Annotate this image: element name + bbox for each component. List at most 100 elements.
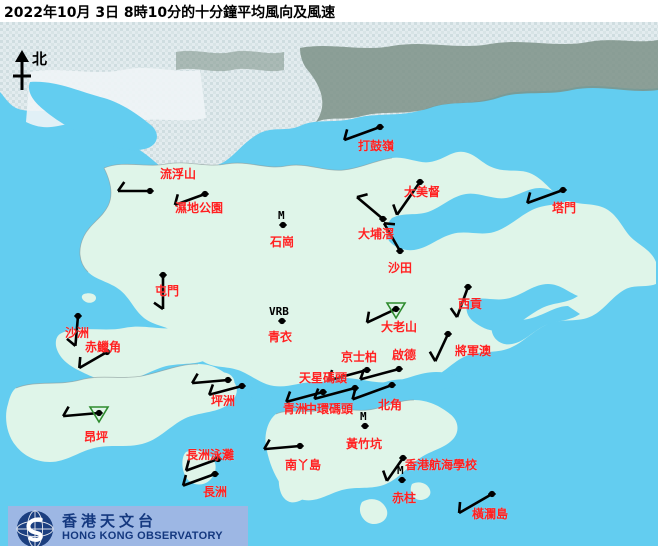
po-toi-islands xyxy=(410,482,431,500)
wind-barb-shaft xyxy=(455,286,470,318)
station-name-label[interactable]: 大老山 xyxy=(381,320,418,334)
wind-barb-flag xyxy=(359,368,366,380)
station-group xyxy=(77,348,111,370)
station-name-label[interactable]: 青衣 xyxy=(268,330,293,344)
station-name-label[interactable]: 流浮山 xyxy=(160,167,197,181)
station-group xyxy=(184,455,222,472)
tsing-yi-island xyxy=(256,320,302,343)
station-group xyxy=(392,178,424,216)
wind-barb-flag xyxy=(428,351,437,362)
wind-barb-flag xyxy=(153,301,164,311)
wind-barb-flag xyxy=(66,337,77,347)
station-name-label[interactable]: 青洲 xyxy=(283,402,308,416)
wind-barb-shaft xyxy=(385,457,405,482)
mainland-vegetation-dark xyxy=(300,40,658,122)
title-bar: 2022年10月 3日 8時10分的十分鐘平均風向及風速 xyxy=(0,0,658,22)
tolo-harbour-water xyxy=(386,188,570,251)
station-name-label[interactable]: 昂坪 xyxy=(84,430,109,444)
station-name-label[interactable]: 橫瀾島 xyxy=(472,507,509,521)
wind-barb-shaft xyxy=(192,378,229,385)
station-name-label[interactable]: 大美督 xyxy=(404,185,441,199)
station-name-label[interactable]: 長洲泳灘 xyxy=(186,448,235,462)
wind-barb-shaft xyxy=(185,457,219,472)
station-name-label[interactable]: 南丫島 xyxy=(285,458,322,472)
station-group xyxy=(116,181,154,195)
station-group xyxy=(365,302,407,324)
logo-chinese-name: 香港天文台 xyxy=(62,512,158,530)
port-shelter-water xyxy=(491,306,580,345)
hko-logo: 香港天文台 HONG KONG OBSERVATORY xyxy=(8,506,248,546)
station-name-label[interactable]: 天星碼頭 xyxy=(299,371,348,385)
station-name-label[interactable]: 香港航海學校 xyxy=(405,458,478,472)
wind-barb-shaft xyxy=(395,181,422,216)
station-name-label[interactable]: 啟德 xyxy=(392,348,417,362)
wind-barb-flag xyxy=(184,459,191,471)
station-group xyxy=(207,382,246,397)
wind-barb-flag xyxy=(285,391,292,403)
wind-barb-flag xyxy=(392,203,399,216)
station-name-label[interactable]: 赤柱 xyxy=(392,491,417,505)
tap-mun-island xyxy=(548,206,589,240)
station-name-label[interactable]: 坪洲 xyxy=(211,394,236,408)
station-group xyxy=(428,330,452,362)
station-name-label[interactable]: 沙洲 xyxy=(65,326,90,340)
wind-barb-flag xyxy=(356,193,368,199)
station-group xyxy=(457,490,496,515)
north-arrow-icon xyxy=(13,50,31,90)
station-group xyxy=(398,476,406,484)
wind-barb-flag xyxy=(263,438,271,450)
station-group xyxy=(449,283,472,318)
wind-barb-shaft xyxy=(78,350,108,370)
wind-barb-shaft xyxy=(328,368,368,382)
wind-barb-shaft xyxy=(314,386,356,401)
wind-barb-shaft xyxy=(360,367,400,381)
mainland-vegetation-dark-2 xyxy=(176,50,284,72)
station-name-label[interactable]: 大埔滘 xyxy=(358,227,395,241)
station-group xyxy=(526,186,567,205)
station-group xyxy=(361,422,369,430)
wind-barb-shaft xyxy=(343,125,381,142)
station-group xyxy=(66,312,82,347)
wind-barb-flag xyxy=(365,311,371,323)
coastline-strokes xyxy=(15,157,415,415)
station-name-label[interactable]: 打鼓嶺 xyxy=(358,139,395,153)
wind-barb-shaft xyxy=(285,390,324,404)
station-name-label[interactable]: 長洲 xyxy=(203,485,228,499)
wind-barb-flag xyxy=(191,372,199,384)
calm-wind-marker: M xyxy=(397,464,404,477)
station-name-label[interactable]: 京士柏 xyxy=(341,350,378,364)
station-name-label[interactable]: 西貢 xyxy=(458,297,483,311)
station-group xyxy=(279,221,287,229)
station-group xyxy=(356,193,387,223)
wind-barb-shaft xyxy=(382,222,402,252)
sai-kung-water-inlets xyxy=(466,284,578,331)
station-name-label[interactable]: 中環碼頭 xyxy=(305,402,354,416)
peak-station-marker xyxy=(88,406,110,424)
wind-barb-shaft xyxy=(458,492,493,515)
station-group xyxy=(285,388,327,404)
station-name-label[interactable]: 屯門 xyxy=(155,284,180,298)
station-group xyxy=(382,221,404,255)
station-name-label[interactable]: 將軍澳 xyxy=(455,344,492,358)
wind-barb-shaft xyxy=(526,188,564,205)
ne-outer-islands xyxy=(588,231,639,277)
wind-barb-shaft xyxy=(174,192,206,207)
wind-barb-shaft xyxy=(352,383,393,401)
lantau-north-coast xyxy=(55,326,216,382)
station-name-label[interactable]: 濕地公園 xyxy=(175,201,224,215)
logo-english-name: HONG KONG OBSERVATORY xyxy=(62,530,223,542)
station-name-label[interactable]: 塔門 xyxy=(552,201,577,215)
wind-barb-flag xyxy=(343,129,349,141)
wind-barb-shaft xyxy=(356,196,384,220)
victoria-harbour-water xyxy=(248,372,466,415)
sha-chau-island xyxy=(81,293,96,303)
station-name-label[interactable]: 沙田 xyxy=(388,261,413,275)
station-group xyxy=(173,190,209,207)
wind-barb-shaft xyxy=(74,315,80,346)
page-title: 2022年10月 3日 8時10分的十分鐘平均風向及風速 xyxy=(4,5,336,21)
station-name-label[interactable]: 黃竹坑 xyxy=(346,437,383,451)
station-name-label[interactable]: 赤鱲角 xyxy=(85,340,122,354)
station-name-label[interactable]: 北角 xyxy=(378,398,403,412)
station-name-label[interactable]: 石崗 xyxy=(270,235,295,249)
